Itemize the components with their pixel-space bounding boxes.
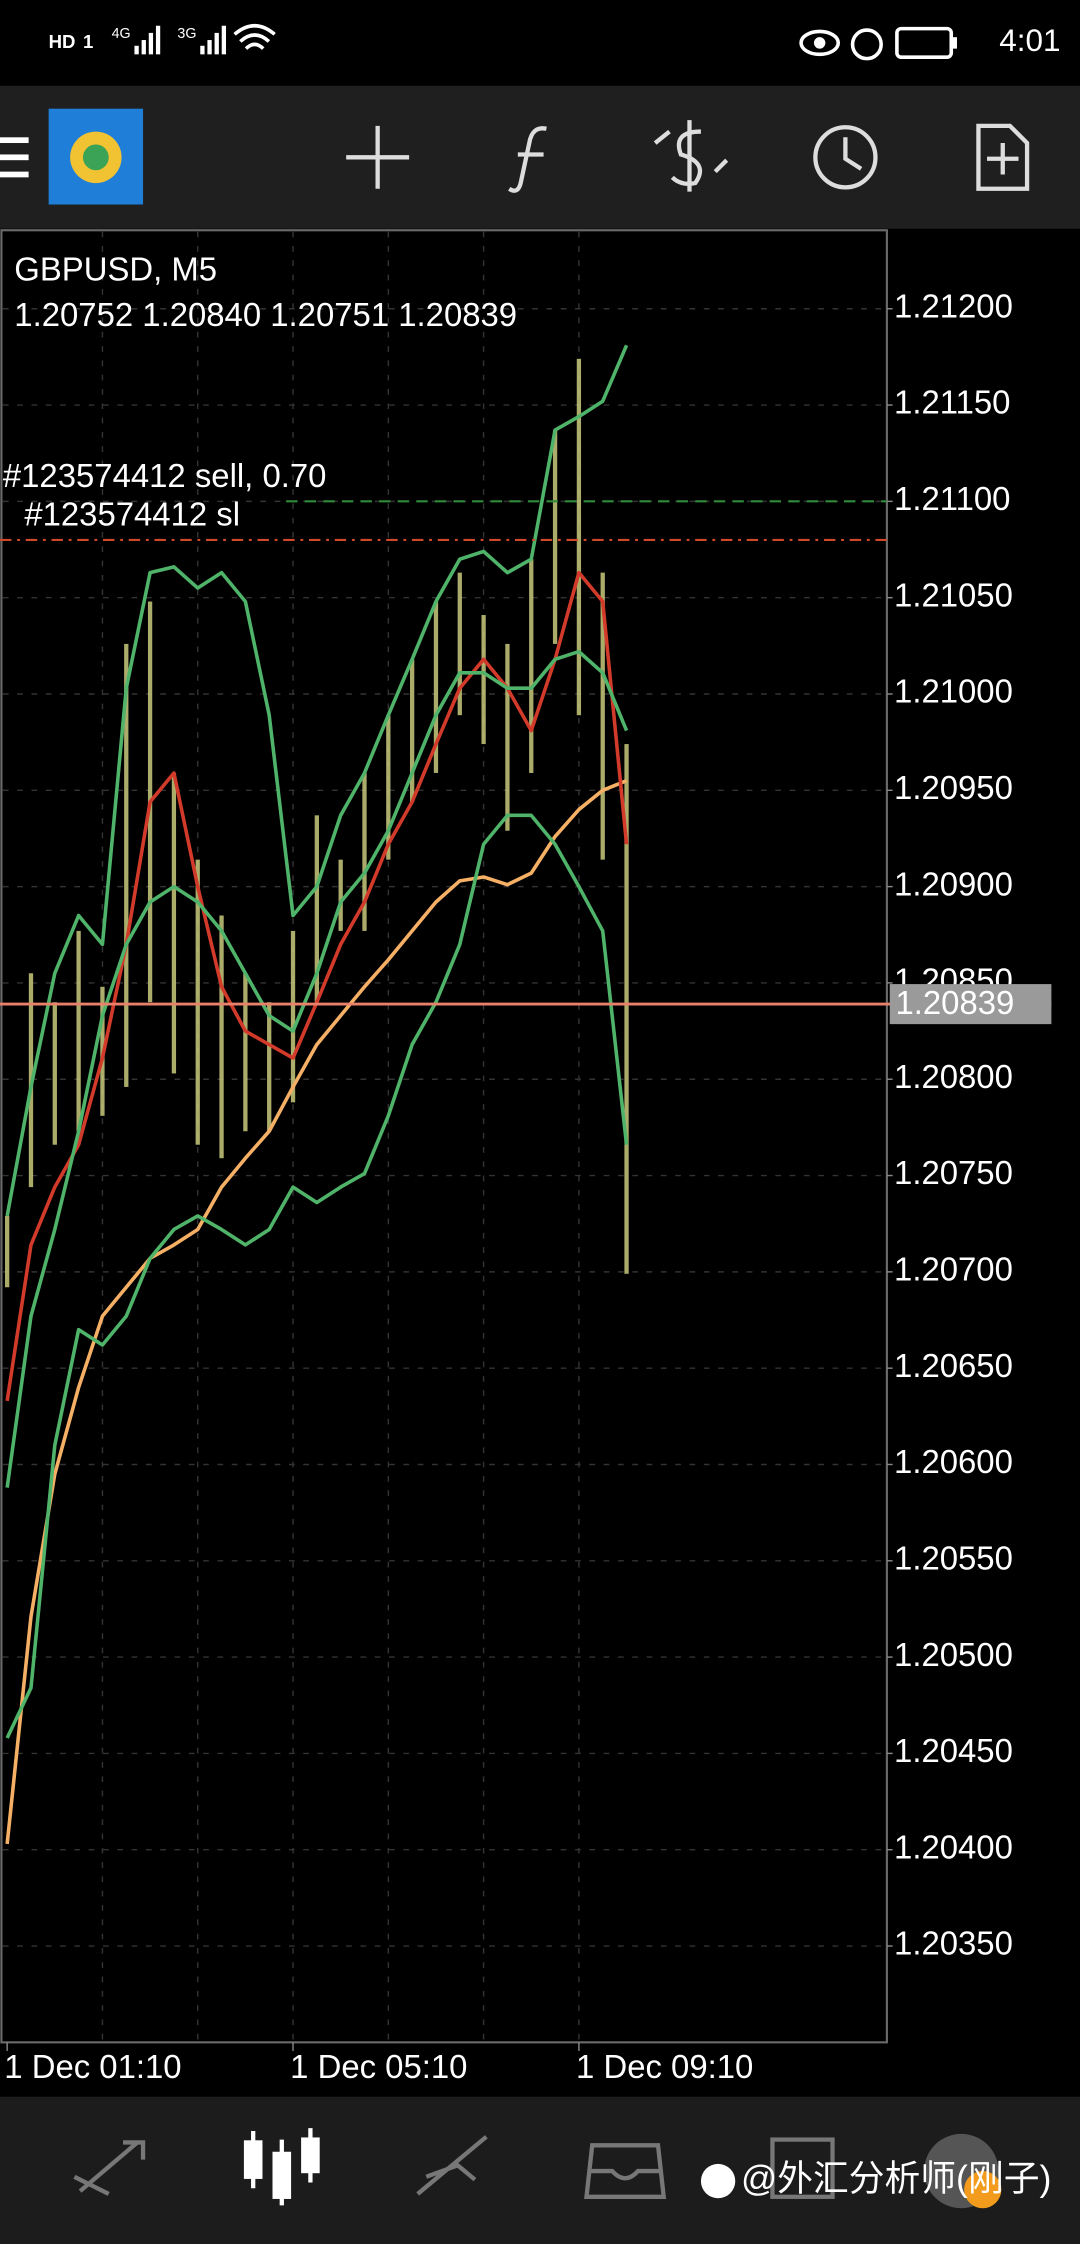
nav-trade[interactable]: [416, 2135, 488, 2196]
y-tick-label: 1.21000: [894, 673, 1013, 710]
y-tick-label: 1.20800: [894, 1058, 1013, 1095]
y-tick-label: 1.20550: [894, 1539, 1013, 1576]
toolbar: [0, 85, 1080, 229]
bid-label: 1.20839: [895, 984, 1014, 1021]
bottom-nav: [0, 2096, 1080, 2244]
candle: [457, 572, 462, 716]
candle: [362, 772, 367, 931]
plot: [0, 231, 887, 2043]
y-tick-label: 1.20950: [894, 769, 1013, 806]
candle: [576, 358, 582, 716]
indicator-line: [5, 344, 629, 1217]
status-hd: HD: [49, 31, 76, 52]
order-label: #123574412 sell, 0.70: [3, 457, 327, 494]
status-time: 4:01: [999, 23, 1060, 58]
new-order-button[interactable]: [976, 123, 1030, 191]
x-tick-label: 1 Dec 05:10: [290, 2048, 467, 2085]
candle: [124, 643, 129, 1087]
x-tick-label: 1 Dec 01:10: [4, 2048, 181, 2085]
status-icons: [134, 23, 957, 61]
candle: [338, 859, 343, 931]
y-tick-label: 1.21050: [894, 576, 1013, 613]
candle: [243, 973, 248, 1132]
candle: [314, 815, 319, 1003]
candle: [409, 659, 415, 802]
chart-frame: [0, 229, 888, 2044]
indicators-button[interactable]: [508, 126, 547, 193]
status-net2: 3G: [177, 26, 196, 42]
candle: [600, 572, 605, 860]
y-tick-label: 1.20450: [894, 1732, 1013, 1769]
y-tick-label: 1.20900: [894, 865, 1013, 902]
x-tick-label: 1 Dec 09:10: [576, 2048, 753, 2085]
y-tick-label: 1.20500: [894, 1636, 1013, 1673]
y-tick-label: 1.20350: [894, 1925, 1013, 1962]
candle: [5, 1215, 10, 1288]
status-bar: [0, 0, 1080, 86]
candle: [76, 930, 81, 1132]
candle: [267, 1002, 272, 1132]
nav-history[interactable]: [584, 2143, 667, 2199]
watermark: @外汇分析师(刚子): [741, 2159, 1051, 2199]
candle: [219, 915, 224, 1159]
chart-title: GBPUSD, M5: [14, 250, 217, 287]
y-tick-label: 1.21200: [894, 287, 1013, 324]
nav-quotes[interactable]: [73, 2140, 146, 2196]
menu-button[interactable]: [0, 137, 29, 178]
chart-background: [0, 228, 1080, 2097]
y-tick-label: 1.21100: [894, 480, 1010, 517]
candle: [52, 1002, 57, 1145]
nav-chart[interactable]: [243, 2128, 320, 2206]
bid-box: [889, 984, 1052, 1025]
candle: [433, 601, 439, 773]
y-tick-label: 1.20600: [894, 1443, 1013, 1480]
indicator-line: [5, 649, 629, 1488]
candle: [552, 430, 558, 644]
nav-messages[interactable]: [770, 2137, 835, 2199]
indicator-line: [5, 779, 628, 1845]
watermark-icon: [700, 2163, 736, 2199]
candle: [529, 559, 534, 773]
badge: [964, 2171, 1002, 2209]
status-net1: 4G: [112, 26, 131, 42]
candle: [386, 715, 391, 860]
crosshair-button[interactable]: [346, 125, 410, 189]
y-tick-label: 1.20750: [894, 1154, 1013, 1191]
status-sim: 1: [83, 31, 93, 52]
candle: [195, 859, 200, 1145]
y-tick-label: 1.21150: [894, 384, 1010, 421]
y-tick-label: 1.20400: [894, 1828, 1013, 1865]
candle: [505, 643, 510, 831]
y-tick-label: 1.20650: [894, 1347, 1013, 1384]
candle: [481, 615, 486, 745]
candle: [290, 930, 296, 1103]
y-tick-label: 1.20700: [894, 1251, 1013, 1288]
candle: [171, 772, 177, 1074]
indicator-line: [5, 813, 629, 1739]
period-button[interactable]: [813, 125, 878, 190]
candle: [624, 744, 629, 1274]
app-logo[interactable]: [48, 108, 144, 205]
trade-button[interactable]: [653, 120, 729, 192]
quote: 1.20752 1.20840 1.20751 1.20839: [14, 296, 517, 333]
order-label: #123574412 sl: [24, 496, 240, 533]
indicator-line: [5, 570, 629, 1402]
